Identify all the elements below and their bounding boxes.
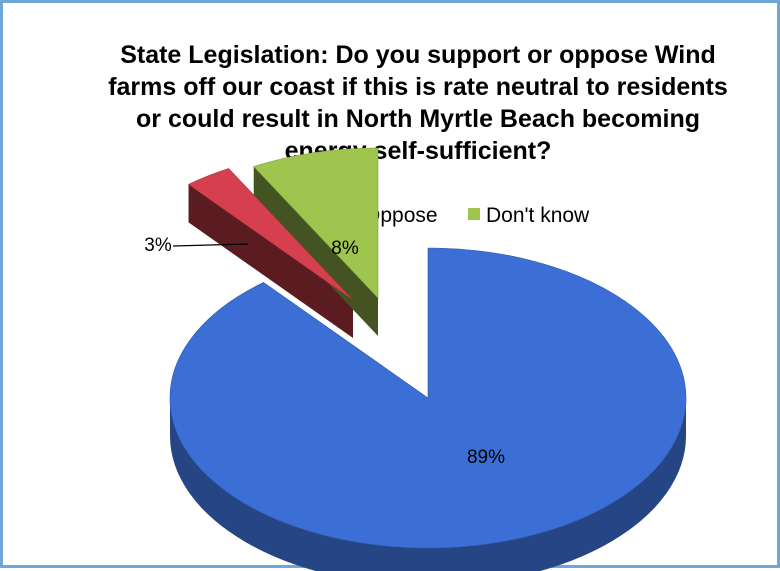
data-label-support: 89%: [467, 447, 505, 468]
legend-item-don-t-know: Don't know: [468, 204, 590, 227]
chart-title-line-1: State Legislation: Do you support or opp…: [120, 41, 716, 69]
chart-title: State Legislation: Do you support or opp…: [108, 41, 728, 165]
legend-label-don-t-know: Don't know: [486, 204, 590, 227]
pie-tops: [169, 147, 687, 549]
pie-slice-cut-face-oppose-0: [188, 184, 353, 338]
pie-slice-oppose: [187, 168, 354, 301]
pie-slice-support: [169, 247, 687, 549]
data-label-don-t-know: 8%: [331, 238, 359, 259]
chart-title-line-3: or could result in North Myrtle Beach be…: [136, 105, 700, 133]
pie-chart: State Legislation: Do you support or opp…: [108, 41, 728, 571]
pie-labels: 89% 3% 8%: [144, 235, 505, 468]
pie-slice-don-t-know: [253, 147, 379, 299]
legend-swatch-don-t-know: [468, 208, 480, 220]
chart-title-line-2: farms off our coast if this is rate neut…: [108, 73, 728, 101]
leader-line-oppose: [172, 243, 249, 247]
legend-label-oppose: Oppose: [364, 204, 438, 227]
data-label-oppose: 3%: [144, 235, 172, 256]
